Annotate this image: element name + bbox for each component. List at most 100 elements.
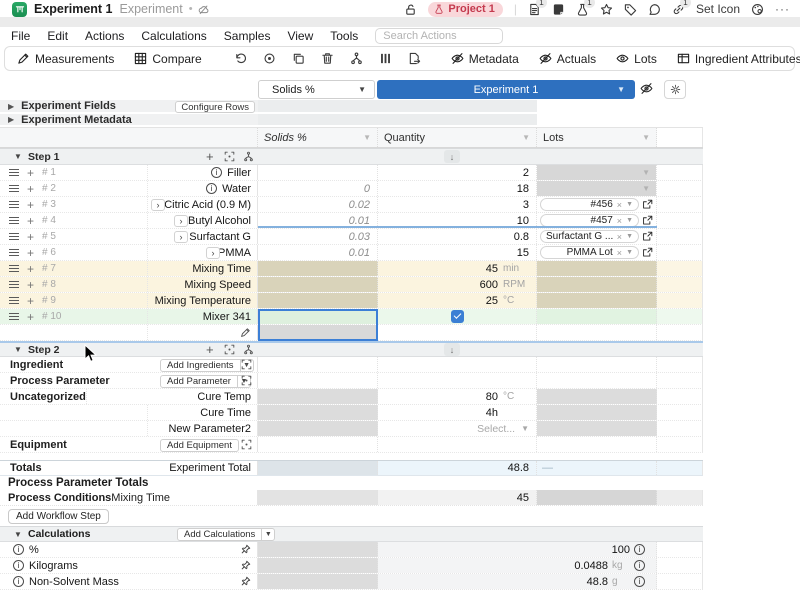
drag-handle-icon[interactable] — [9, 217, 19, 224]
external-link-icon[interactable] — [642, 215, 653, 226]
row-header[interactable]: New Parameter2 — [0, 421, 258, 436]
new-row-name-cell[interactable] — [147, 325, 257, 340]
row-header[interactable]: IngredientAdd Ingredients▼ — [0, 357, 258, 372]
row-header[interactable]: +# 2iWater — [0, 181, 258, 196]
unlock-icon[interactable] — [404, 3, 417, 16]
extra-cell[interactable] — [657, 197, 703, 212]
view-toggle-lots[interactable]: Lots — [616, 52, 657, 66]
chevron-down-icon[interactable]: ▼ — [626, 201, 633, 208]
row-name-cell[interactable]: ›PMMA — [147, 245, 257, 260]
add-workflow-step-button[interactable]: Add Workflow Step — [8, 509, 109, 524]
quantity-cell[interactable]: 45min — [378, 261, 537, 276]
expand-row-button[interactable]: › — [174, 215, 188, 227]
lot-chip[interactable]: Surfactant G ...×▼ — [540, 230, 639, 243]
remove-lot-icon[interactable]: × — [617, 216, 622, 226]
pin-icon[interactable] — [240, 576, 251, 587]
focus-icon[interactable] — [241, 375, 252, 386]
quantity-cell[interactable]: 4h — [378, 405, 537, 420]
lot-chip[interactable]: #456×▼ — [540, 198, 639, 211]
search-actions-input[interactable] — [375, 28, 503, 44]
column-header-solids[interactable]: Solids % ▼ — [258, 128, 378, 147]
focus-icon[interactable] — [241, 439, 252, 450]
compare-button[interactable]: Compare — [134, 52, 201, 66]
tag-icon[interactable] — [624, 3, 637, 16]
solids-cell[interactable] — [258, 293, 378, 308]
lots-cell[interactable] — [537, 309, 657, 324]
row-name-cell[interactable]: Cure Time — [147, 405, 257, 420]
solids-cell[interactable] — [258, 277, 378, 292]
remove-lot-icon[interactable]: × — [617, 232, 622, 242]
row-name-cell[interactable]: New Parameter2 — [147, 421, 257, 436]
extra-cell[interactable] — [657, 574, 703, 589]
expand-row-button[interactable]: › — [151, 199, 165, 211]
calculation-value-cell[interactable]: 0.0488kgi — [378, 558, 657, 573]
info-icon[interactable]: i — [634, 544, 645, 555]
focus-icon[interactable] — [241, 359, 252, 370]
menu-item-samples[interactable]: Samples — [224, 29, 271, 43]
calculation-value-cell[interactable]: 100i — [378, 542, 657, 557]
column-header-lots[interactable]: Lots ▼ — [537, 128, 657, 147]
quantity-cell[interactable]: 3 — [378, 197, 537, 212]
info-icon[interactable]: i — [634, 576, 645, 587]
row-name-cell[interactable]: Mixing Speed — [147, 277, 257, 292]
row-name-cell[interactable]: Cure Temp — [86, 389, 257, 404]
add-button[interactable]: Add Ingredients — [160, 359, 241, 372]
lots-cell[interactable] — [537, 293, 657, 308]
calc-row-header[interactable]: iNon-Solvent Mass — [0, 574, 258, 589]
step2-header[interactable]: ▼ Step 2 + ↓ — [0, 341, 703, 357]
quantity-cell[interactable] — [378, 357, 537, 372]
experiment-fields-header[interactable]: ▶ Experiment Fields Configure Rows — [0, 100, 258, 114]
solids-cell[interactable] — [258, 437, 378, 452]
row-name-cell[interactable]: ›Butyl Alcohol — [147, 213, 257, 228]
settings-button[interactable] — [664, 80, 686, 99]
links-button[interactable]: 1 — [672, 3, 685, 16]
drag-handle-icon[interactable] — [9, 169, 19, 176]
new-row-extra-cell[interactable] — [657, 325, 703, 340]
add-row-button[interactable]: + — [206, 342, 214, 357]
remove-lot-icon[interactable]: × — [617, 248, 622, 258]
extra-cell[interactable] — [657, 165, 703, 180]
experiment-selector-dropdown[interactable]: Experiment 1 ▼ — [377, 80, 635, 99]
column-header-quantity[interactable]: Quantity ▼ — [378, 128, 537, 147]
pin-icon[interactable] — [240, 560, 251, 571]
extra-cell[interactable] — [657, 181, 703, 196]
set-icon-button[interactable]: Set Icon — [696, 2, 740, 16]
palette-icon[interactable] — [751, 3, 764, 16]
insert-row-button[interactable]: + — [27, 264, 34, 274]
calculations-header[interactable]: ▼ Calculations Add Calculations ▼ — [0, 526, 703, 542]
quantity-cell[interactable] — [378, 437, 537, 452]
hide-column-button[interactable] — [640, 82, 653, 95]
expand-row-button[interactable]: › — [206, 247, 220, 259]
insert-row-button[interactable]: + — [27, 248, 34, 258]
hierarchy-icon[interactable] — [350, 52, 363, 65]
solids-cell[interactable] — [258, 373, 378, 388]
extra-cell[interactable] — [657, 309, 703, 324]
drag-handle-icon[interactable] — [9, 185, 19, 192]
column-picker-dropdown[interactable]: Solids % ▼ — [258, 80, 375, 99]
external-link-icon[interactable] — [642, 199, 653, 210]
step1-header[interactable]: ▼ Step 1 + ↓ — [0, 148, 703, 165]
menu-item-tools[interactable]: Tools — [330, 29, 358, 43]
sort-chevron-icon[interactable]: ▼ — [522, 133, 530, 142]
trash-icon[interactable] — [321, 52, 334, 65]
menu-item-edit[interactable]: Edit — [47, 29, 68, 43]
solids-cell[interactable]: 0.03 — [258, 229, 378, 244]
menu-item-actions[interactable]: Actions — [85, 29, 124, 43]
row-name-cell[interactable]: ›Surfactant G — [147, 229, 257, 244]
insert-row-button[interactable]: + — [27, 216, 34, 226]
extra-cell[interactable] — [657, 261, 703, 276]
row-header[interactable]: +# 1iFiller — [0, 165, 258, 180]
chevron-down-icon[interactable]: ▼ — [14, 345, 28, 354]
checkbox-checked[interactable] — [451, 310, 464, 323]
insert-row-button[interactable]: + — [27, 312, 34, 322]
undo-icon[interactable] — [234, 52, 247, 65]
view-toggle-actuals[interactable]: Actuals — [539, 52, 596, 66]
quantity-cell[interactable]: 15 — [378, 245, 537, 260]
quantity-cell[interactable]: 18 — [378, 181, 537, 196]
lots-cell[interactable] — [537, 373, 657, 388]
quantity-cell[interactable]: 25°C — [378, 293, 537, 308]
comment-icon[interactable] — [648, 3, 661, 16]
new-row-lots-cell[interactable] — [537, 325, 657, 340]
calc-row-header[interactable]: iKilograms — [0, 558, 258, 573]
calc-row-header[interactable]: i% — [0, 542, 258, 557]
